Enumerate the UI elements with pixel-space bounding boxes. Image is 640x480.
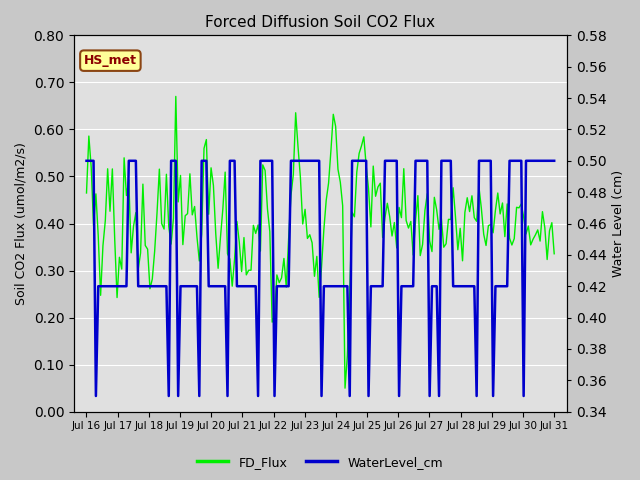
WaterLevel_cm bbox=[113, 283, 121, 289]
WaterLevel_cm bbox=[513, 158, 520, 164]
WaterLevel_cm bbox=[550, 158, 558, 164]
WaterLevel_cm bbox=[209, 283, 217, 289]
WaterLevel_cm bbox=[529, 158, 537, 164]
FD_Flux bbox=[102, 218, 109, 224]
FD_Flux bbox=[515, 205, 523, 211]
Y-axis label: Water Level (cm): Water Level (cm) bbox=[612, 170, 625, 277]
WaterLevel_cm bbox=[172, 158, 180, 164]
FD_Flux bbox=[209, 182, 217, 188]
Text: HS_met: HS_met bbox=[84, 54, 137, 67]
Legend: FD_Flux, WaterLevel_cm: FD_Flux, WaterLevel_cm bbox=[192, 451, 448, 474]
WaterLevel_cm bbox=[83, 158, 90, 164]
FD_Flux bbox=[172, 94, 180, 99]
FD_Flux bbox=[111, 236, 118, 242]
Line: FD_Flux: FD_Flux bbox=[86, 96, 554, 388]
Title: Forced Diffusion Soil CO2 Flux: Forced Diffusion Soil CO2 Flux bbox=[205, 15, 435, 30]
FD_Flux bbox=[532, 232, 540, 238]
WaterLevel_cm bbox=[104, 283, 111, 289]
WaterLevel_cm bbox=[92, 393, 100, 399]
Line: WaterLevel_cm: WaterLevel_cm bbox=[86, 161, 554, 396]
FD_Flux bbox=[83, 190, 90, 196]
FD_Flux bbox=[170, 216, 177, 221]
FD_Flux bbox=[550, 251, 558, 257]
Y-axis label: Soil CO2 Flux (umol/m2/s): Soil CO2 Flux (umol/m2/s) bbox=[15, 142, 28, 305]
FD_Flux bbox=[341, 385, 349, 391]
